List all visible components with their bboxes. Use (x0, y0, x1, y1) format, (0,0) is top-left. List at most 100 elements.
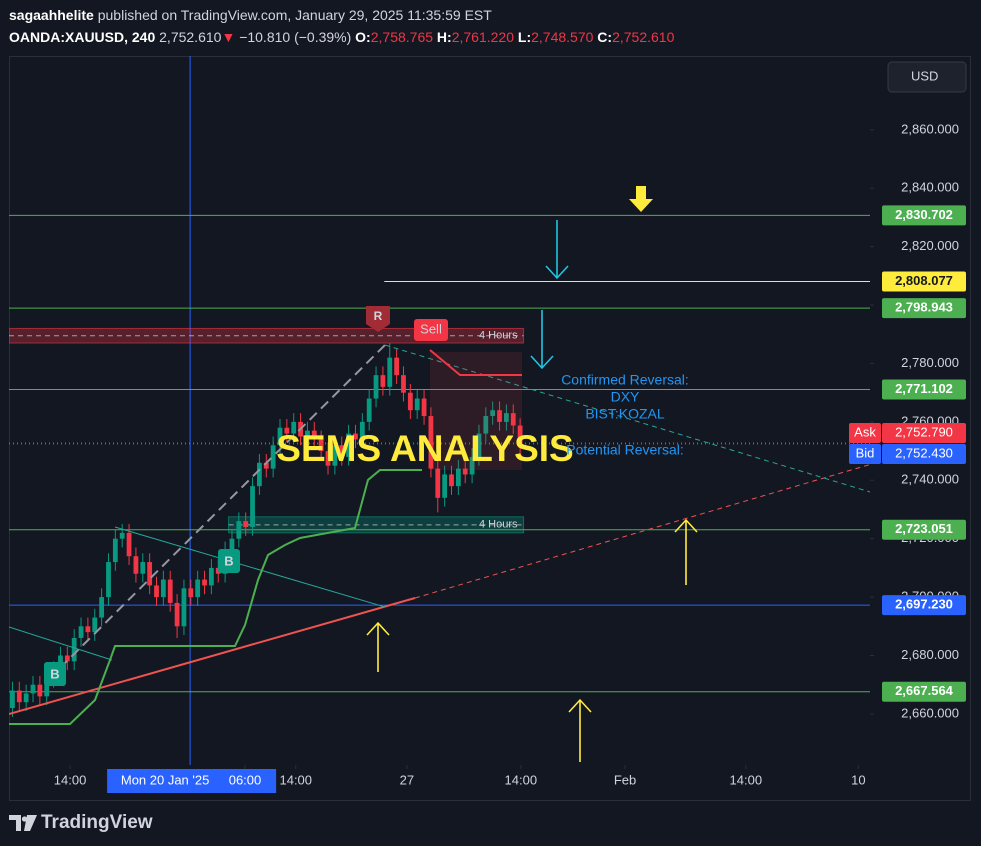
candle-body (394, 357, 400, 376)
trend-line (59, 344, 386, 669)
candle-body (517, 425, 523, 444)
drawings: R Sell B B SEMS ANALYSIS Confirmed Rever… (9, 186, 870, 762)
candle-body (64, 655, 70, 662)
candle-body (229, 538, 235, 551)
candle-body (407, 392, 413, 411)
x-tick-label: 14:00 (54, 772, 87, 787)
candle-body (270, 445, 276, 469)
candle-body (449, 474, 454, 487)
arrow (545, 220, 569, 280)
crosshair-label: Mon 20 Jan '25 (121, 772, 210, 787)
level-tag (882, 205, 966, 226)
candle-body (71, 637, 77, 662)
candle-body (428, 416, 434, 469)
candle-body (140, 562, 146, 574)
supertrend (9, 469, 422, 725)
candle-body (92, 617, 98, 633)
currency-box[interactable] (887, 61, 967, 93)
candle-body (373, 375, 379, 399)
quote-tag (882, 443, 966, 464)
candle-body (208, 567, 214, 586)
candle-body (366, 398, 372, 422)
candle-body (497, 410, 502, 422)
frame (9, 56, 971, 801)
candle-body (250, 486, 255, 528)
publish-line: sagaahhelite published on TradingView.co… (9, 7, 492, 23)
level-label: 2,808.077 (895, 273, 953, 288)
logo: TradingView (9, 812, 153, 833)
ohlc-label: L: (517, 29, 532, 45)
change: −10.810 (−0.39%) (239, 29, 352, 45)
level-tag (882, 519, 966, 540)
annotation: BIST:KOZAL (585, 406, 665, 422)
level-tag (882, 379, 966, 400)
candle-body (469, 456, 475, 475)
candle-body (37, 684, 43, 697)
candle-body (318, 439, 324, 452)
supertrend (429, 349, 522, 376)
candle-body (30, 684, 36, 694)
ohlc-label: O: (355, 29, 371, 45)
trend-line (414, 463, 870, 599)
candle-body (167, 579, 173, 603)
candle-body (202, 579, 207, 586)
candle-body (126, 532, 132, 557)
candle-body (339, 445, 345, 457)
quote-label: 2,752.430 (895, 445, 953, 460)
candle-body (147, 562, 153, 586)
sell-shade (430, 352, 522, 470)
quote-tag (882, 422, 966, 443)
quote-name-tag (849, 443, 881, 464)
candle-body (483, 416, 489, 434)
candle-body (442, 474, 448, 498)
last: 2,752.610 (159, 29, 222, 45)
candle-body (99, 597, 105, 618)
candle-body (401, 375, 406, 393)
candle-body (421, 398, 427, 417)
candle-body (311, 430, 317, 440)
x-tick-label: 06:00 (229, 772, 262, 787)
arrow (366, 621, 390, 672)
y-tick-label: 2,840.000 (901, 180, 959, 195)
level-label: 2,830.702 (895, 207, 953, 222)
x-tick-label: Feb (614, 772, 636, 787)
level-label: 2,723.051 (895, 521, 953, 536)
candle-body (510, 413, 516, 426)
trend-line (114, 526, 386, 608)
candle-body (490, 410, 496, 417)
y-tick-label: 2,680.000 (901, 647, 959, 662)
candle-body (359, 421, 365, 440)
candle-body (284, 427, 290, 434)
candle-body (277, 427, 283, 446)
sell-badge (414, 319, 448, 341)
brand: TradingView (41, 812, 153, 833)
quote-name: Bid (856, 445, 875, 460)
candle-body (387, 357, 393, 387)
candle-body (16, 690, 22, 703)
symbol-line: OANDA:XAUUSD, 240 2,752.610▼ −10.810 (−0… (9, 29, 674, 45)
watermark-title: SEMS ANALYSIS (276, 428, 573, 469)
candle-body (503, 413, 509, 422)
buy-badge (218, 549, 240, 573)
level-tag (882, 298, 966, 319)
y-tick-label: 2,780.000 (901, 355, 959, 370)
ohlc-label: C: (597, 29, 613, 45)
ohlc-value: 2,758.765 (370, 29, 434, 45)
level-tag (882, 681, 966, 702)
candle-body (243, 521, 249, 528)
trend-line (9, 626, 113, 661)
candle-body (380, 375, 386, 387)
sell-label: Sell (420, 321, 442, 336)
annotation: Potential Reversal: (566, 442, 684, 458)
buy-badge (44, 662, 66, 686)
ohlc-value: 2,752.610 (612, 29, 675, 45)
candle-body (305, 430, 310, 437)
currency[interactable]: USD (911, 68, 938, 83)
x-tick-label: 27 (400, 772, 414, 787)
x-tick-label: 14:00 (505, 772, 538, 787)
y-tick-label: 2,820.000 (901, 238, 959, 253)
candle-body (236, 521, 242, 539)
candle-body (435, 468, 441, 498)
level-tag (882, 271, 966, 292)
candle-body (10, 690, 15, 709)
